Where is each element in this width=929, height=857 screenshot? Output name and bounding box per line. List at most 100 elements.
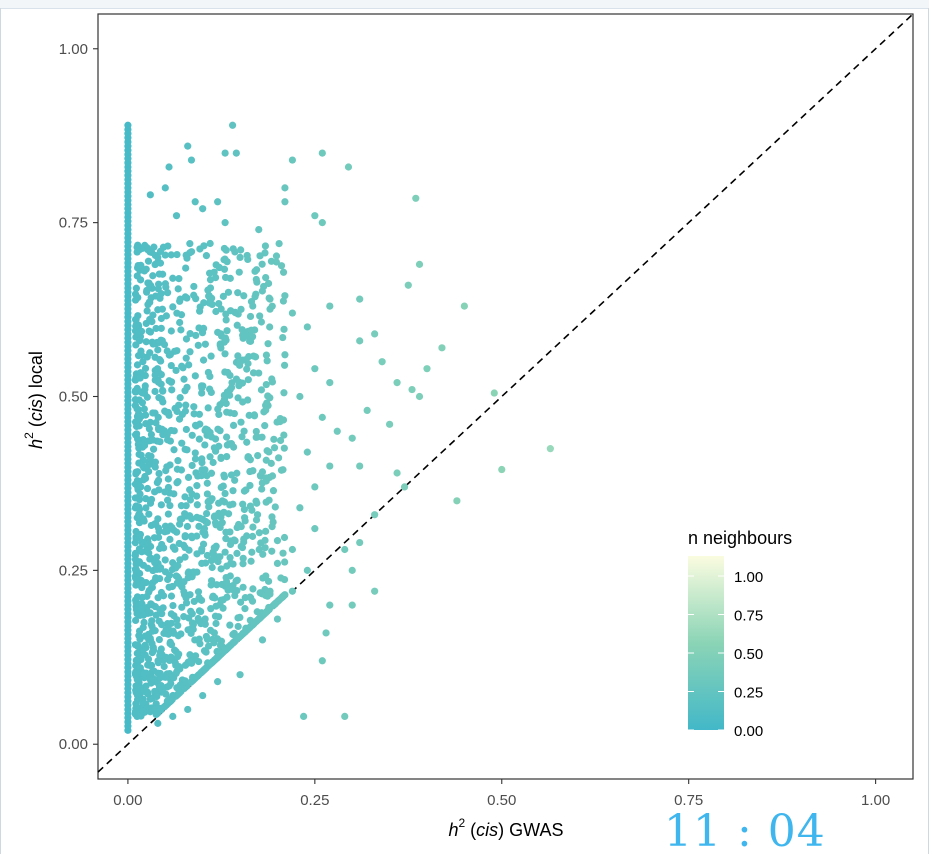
data-point xyxy=(223,562,231,570)
data-point xyxy=(181,510,189,518)
data-point xyxy=(199,356,208,364)
data-point xyxy=(143,288,151,296)
data-point xyxy=(206,453,214,461)
data-point xyxy=(147,294,155,302)
data-point xyxy=(152,324,160,333)
data-point xyxy=(221,149,229,157)
data-point xyxy=(169,712,177,721)
data-point xyxy=(152,519,160,528)
data-point xyxy=(415,260,424,268)
data-point xyxy=(146,671,154,679)
data-point xyxy=(193,492,201,500)
data-point xyxy=(251,353,260,361)
data-point xyxy=(148,627,157,635)
data-point xyxy=(170,446,178,454)
data-point xyxy=(199,205,207,213)
data-point xyxy=(181,387,189,395)
data-point xyxy=(203,635,212,643)
data-point xyxy=(231,476,239,484)
data-point xyxy=(169,601,177,610)
data-point xyxy=(546,445,554,453)
data-point xyxy=(124,121,132,129)
data-point xyxy=(207,352,215,360)
data-point xyxy=(204,642,213,650)
data-point xyxy=(174,457,182,465)
data-point xyxy=(246,481,254,490)
data-point xyxy=(233,549,241,558)
data-point xyxy=(141,385,149,394)
data-point xyxy=(139,462,147,470)
data-point xyxy=(187,624,196,632)
data-point xyxy=(234,634,243,642)
data-point xyxy=(207,605,215,613)
data-point xyxy=(490,389,498,397)
data-point xyxy=(137,261,145,269)
data-point xyxy=(341,712,349,721)
data-point xyxy=(191,636,199,644)
data-point xyxy=(216,340,224,348)
data-point xyxy=(344,163,353,171)
data-point xyxy=(252,427,260,436)
data-point xyxy=(311,365,319,373)
data-point xyxy=(262,351,271,359)
data-point xyxy=(233,469,241,477)
data-point xyxy=(378,358,386,366)
data-point xyxy=(155,338,163,347)
data-point xyxy=(223,258,231,266)
data-point xyxy=(201,620,209,628)
data-point xyxy=(262,527,270,535)
data-point xyxy=(262,456,270,464)
data-point xyxy=(256,312,264,320)
data-point xyxy=(191,372,199,380)
data-point xyxy=(159,604,167,612)
data-point xyxy=(233,576,241,584)
data-point xyxy=(212,521,220,529)
data-point xyxy=(163,463,171,471)
data-point xyxy=(195,435,203,443)
data-point xyxy=(135,444,143,452)
data-point xyxy=(453,497,461,505)
data-point xyxy=(271,600,279,608)
data-point xyxy=(159,387,167,395)
data-point xyxy=(226,553,234,562)
data-point xyxy=(139,707,147,715)
data-point xyxy=(170,674,178,682)
data-point xyxy=(212,619,220,628)
data-point xyxy=(176,318,184,327)
panel-border xyxy=(97,13,914,780)
data-point xyxy=(182,264,190,272)
data-point xyxy=(207,469,216,477)
data-point xyxy=(267,257,276,265)
data-point xyxy=(133,702,141,711)
data-point xyxy=(244,359,252,368)
data-point xyxy=(264,340,272,348)
data-point xyxy=(280,444,288,452)
data-point xyxy=(132,566,140,574)
data-point xyxy=(258,636,267,644)
data-point xyxy=(341,545,349,554)
data-point xyxy=(268,472,277,480)
data-point xyxy=(153,692,161,701)
data-point xyxy=(393,378,401,387)
data-point xyxy=(197,472,206,480)
data-point xyxy=(356,295,364,303)
legend-tick-label: 0.50 xyxy=(734,646,763,663)
data-point xyxy=(167,619,175,627)
data-point xyxy=(198,455,206,463)
data-point xyxy=(161,488,169,496)
data-point xyxy=(296,504,304,512)
data-point xyxy=(156,648,164,656)
data-point xyxy=(296,392,304,401)
data-point xyxy=(187,156,196,164)
data-point xyxy=(277,262,286,270)
data-point xyxy=(252,290,260,298)
data-point xyxy=(226,501,234,509)
data-point xyxy=(208,563,216,572)
data-point xyxy=(181,493,189,501)
data-point xyxy=(156,259,165,267)
data-point xyxy=(262,572,270,580)
data-point xyxy=(198,384,206,392)
data-point xyxy=(212,542,220,550)
data-point xyxy=(326,302,334,310)
data-point xyxy=(132,284,140,292)
